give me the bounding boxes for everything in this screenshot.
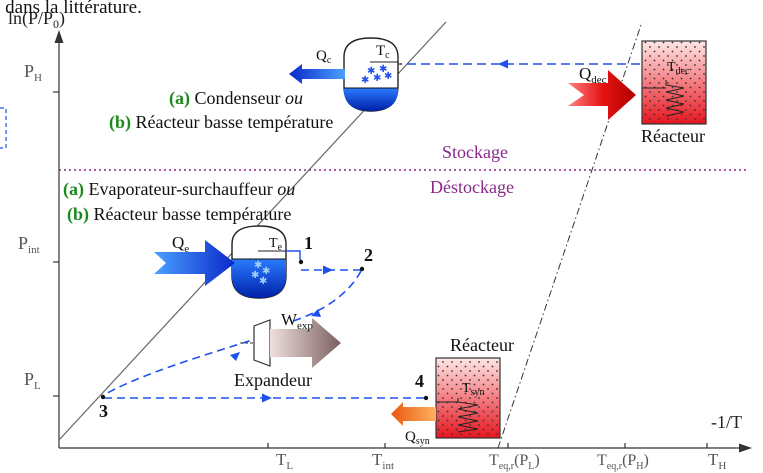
reactor-low-temp: Tsyn (462, 381, 484, 398)
state-point-4 (423, 395, 429, 401)
svg-text:✱: ✱ (361, 75, 369, 86)
flow-arrow-exp-3 (230, 352, 240, 361)
expander-work-arrow (270, 318, 341, 368)
reactor-high-label: Réacteur (641, 126, 705, 146)
reactor-low-heat-arrow (391, 402, 436, 426)
x-axis-label: -1/T (711, 412, 742, 432)
x-tick-tl: TL (276, 450, 293, 472)
x-tick-teq-ph: Teq,r(PH) (597, 452, 649, 472)
expander-label: Expandeur (234, 370, 312, 390)
flow-arrow-3-4 (262, 393, 272, 403)
condenser-temp-label: Tc (376, 43, 390, 61)
svg-text:✱: ✱ (379, 64, 387, 75)
destockage-label: Déstockage (430, 177, 514, 197)
state-point-3 (100, 394, 106, 400)
condenser-caption-b: (b) Réacteur basse température (109, 112, 333, 133)
evaporator-heat-arrow (154, 240, 235, 286)
storage-flow-arrowhead (498, 59, 508, 69)
svg-text:✱: ✱ (367, 66, 375, 77)
x-tick-th: TH (708, 450, 726, 472)
svg-text:✱: ✱ (251, 270, 259, 281)
y-axis-label: ln(P/P0) (8, 8, 65, 31)
stockage-label: Stockage (442, 142, 508, 162)
y-axis-arrowhead (54, 30, 64, 43)
condenser-caption-a: (a) Condenseur ou (169, 88, 303, 109)
reactor-low-heat-label: Qsyn (405, 429, 430, 447)
y-tick-pl: PL (24, 369, 41, 392)
y-tick-ph: PH (24, 61, 42, 84)
reactor-high: Tdec (641, 40, 707, 125)
evaporator-caption-b: (b) Réacteur basse température (67, 204, 291, 225)
reactor-high-temp: Tdec (667, 60, 690, 77)
condenser: ✱ ✱ ✱ ✱ ✱ Tc (343, 37, 402, 112)
state-label-2: 2 (364, 245, 373, 265)
reactor-high-heat-arrow (568, 70, 636, 120)
reactor-low-label: Réacteur (450, 335, 514, 355)
svg-text:✱: ✱ (259, 276, 267, 287)
state-label-3: 3 (99, 401, 108, 421)
state-label-1: 1 (304, 233, 313, 253)
svg-text:✱: ✱ (384, 71, 392, 82)
reactor-high-heat-label: Qdec (579, 64, 607, 86)
reaction-equilibrium-line (497, 21, 643, 449)
flow-arrow-2-exp (311, 309, 321, 317)
expander-work-label: Wexp (281, 310, 313, 332)
condenser-heat-label: Qc (316, 48, 332, 66)
svg-text:✱: ✱ (254, 260, 262, 271)
header-fragment: e dans la littérature. (0, 0, 142, 18)
evaporator: ✱ ✱ ✱ ✱ Te (231, 225, 287, 299)
state-label-4: 4 (415, 371, 424, 391)
condenser-heat-arrow (289, 64, 345, 84)
evaporator-caption-a: (a) Evaporateur-surchauffeur ou (63, 179, 295, 200)
x-axis-arrowhead (739, 443, 752, 453)
flow-arrow-1-2 (323, 265, 333, 275)
state-point-1 (298, 259, 304, 265)
clipped-box-fragment (0, 107, 7, 149)
evaporator-temp-label: Te (269, 236, 283, 253)
svg-text:✱: ✱ (262, 266, 270, 277)
axes (53, 30, 752, 453)
expander (240, 319, 271, 367)
reactor-low: Tsyn (435, 357, 501, 439)
svg-text:✱: ✱ (373, 73, 381, 84)
y-tick-pint: Pint (18, 233, 40, 256)
state-point-2 (359, 266, 365, 272)
x-tick-tint: Tint (372, 450, 394, 472)
evaporator-heat-label: Qe (172, 233, 189, 255)
x-tick-teq-pl: Teq,r(PL) (489, 452, 540, 472)
